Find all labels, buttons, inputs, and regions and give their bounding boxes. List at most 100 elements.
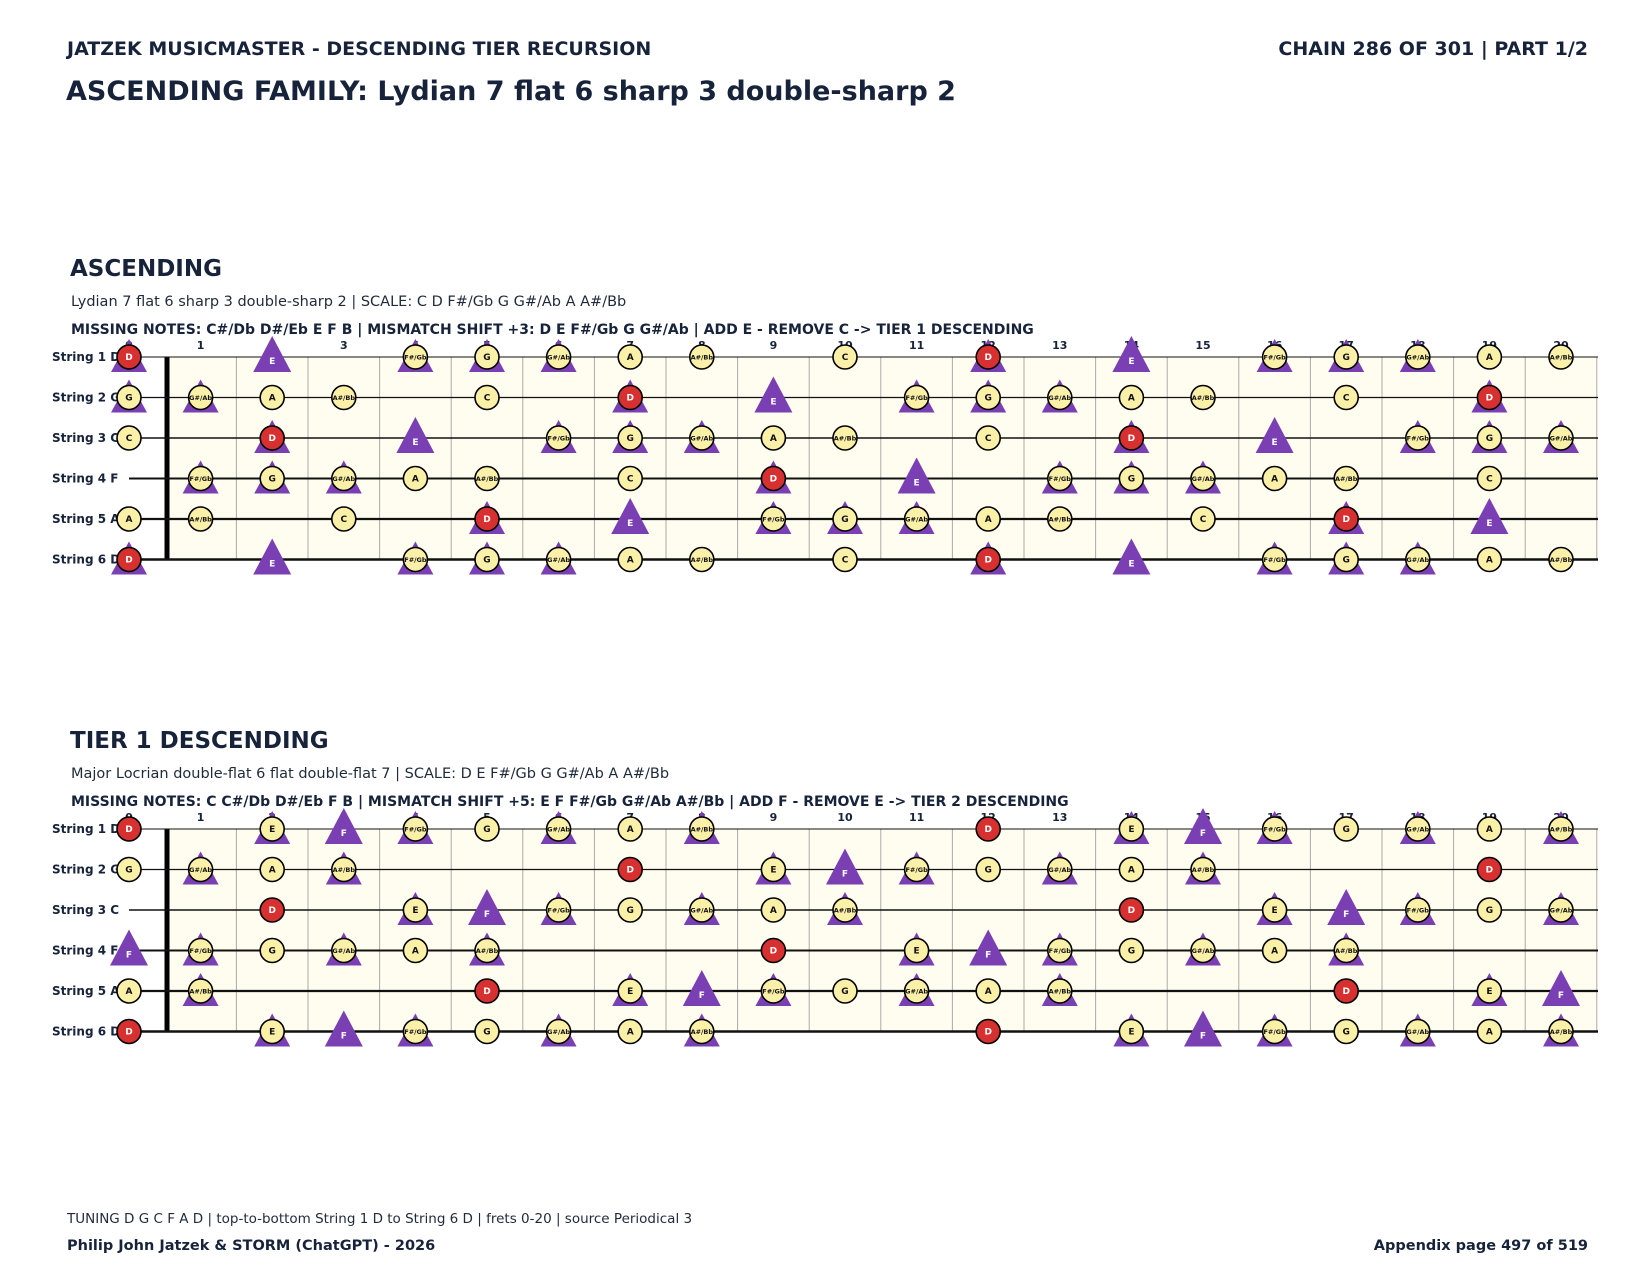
note-label: F#/Gb (404, 353, 427, 361)
note-label: C (985, 434, 992, 444)
note-label: C (126, 434, 133, 444)
note-label: G#/Ab (1406, 825, 1429, 833)
note-marker-asharp-bb (1548, 1018, 1574, 1045)
note-label: A (1271, 475, 1278, 485)
note-marker-gsharp-ab (903, 978, 930, 1004)
root-note-marker-d (760, 465, 787, 492)
footer-page-number: Appendix page 497 of 519 (1373, 1238, 1588, 1254)
note-marker-a (1118, 856, 1145, 883)
note-marker-c (116, 425, 142, 451)
note-marker-gsharp-ab (688, 897, 715, 923)
note-marker-g (617, 897, 644, 923)
note-label: A#/Bb (189, 987, 212, 995)
added-note-label: F (1343, 910, 1349, 920)
note-marker-c (1333, 384, 1359, 411)
string-label-3: String 3 C (52, 903, 119, 917)
note-label: G#/Ab (189, 394, 212, 402)
note-label: D (1486, 394, 1493, 404)
note-label: G#/Ab (1406, 353, 1429, 361)
note-marker-asharp-bb (1548, 816, 1574, 842)
note-label: G (1343, 1028, 1350, 1038)
added-note-label: E (269, 560, 275, 570)
note-label: A (627, 1028, 634, 1038)
note-label: G (483, 353, 490, 363)
added-note-triangle (1184, 1010, 1222, 1047)
note-marker-asharp-bb (832, 897, 858, 923)
note-label: D (984, 556, 991, 566)
note-label: A#/Bb (1049, 987, 1072, 995)
chain-part-label: CHAIN 286 OF 301 | PART 1/2 (1278, 38, 1588, 60)
note-label: G (627, 434, 634, 444)
added-note-label: F (1558, 991, 1564, 1001)
note-label: D (984, 1028, 991, 1038)
note-label: G#/Ab (1192, 947, 1215, 955)
note-label: A (985, 515, 992, 525)
note-marker-g (1118, 465, 1145, 492)
note-marker-asharp-bb (1190, 384, 1216, 411)
note-marker-g (474, 546, 500, 573)
note-marker-c (832, 546, 858, 573)
note-label: A (269, 394, 276, 404)
note-label: A (1128, 394, 1135, 404)
note-label: A#/Bb (1550, 353, 1573, 361)
footer-author: Philip John Jatzek & STORM (ChatGPT) - 2… (67, 1238, 436, 1254)
note-marker-gsharp-ab (1405, 344, 1431, 370)
document-header: JATZEK MUSICMASTER - DESCENDING TIER REC… (67, 38, 652, 60)
added-note-label: E (1128, 560, 1134, 570)
note-marker-a (1261, 937, 1288, 964)
section-description-ascending: Lydian 7 flat 6 sharp 3 double-sharp 2 |… (71, 294, 627, 310)
added-note-triangle (396, 417, 435, 453)
note-marker-c (1476, 465, 1503, 492)
note-marker-gsharp-ab (1405, 1018, 1431, 1045)
note-label: G#/Ab (547, 556, 570, 564)
note-marker-fsharp-gb (760, 506, 787, 532)
fret-number-1: 1 (197, 339, 205, 352)
root-note-marker-d (259, 897, 286, 923)
note-label: A (627, 353, 634, 363)
note-marker-gsharp-ab (1190, 937, 1216, 964)
note-marker-a (617, 546, 644, 573)
note-marker-asharp-bb (688, 816, 715, 842)
note-label: G#/Ab (1406, 1028, 1429, 1036)
added-note-triangle (253, 538, 292, 575)
fret-number-1: 1 (197, 811, 205, 824)
root-note-marker-d (617, 384, 644, 411)
page-title: ASCENDING FAMILY: Lydian 7 flat 6 sharp … (66, 76, 956, 107)
note-label: E (1272, 906, 1278, 916)
note-label: F#/Gb (1407, 906, 1430, 914)
note-marker-fsharp-gb (1405, 897, 1431, 923)
note-label: G (627, 906, 634, 916)
note-marker-asharp-bb (1190, 856, 1216, 883)
note-label: D (626, 866, 633, 876)
string-label-5: String 5 A (52, 984, 120, 998)
note-label: G#/Ab (332, 475, 355, 483)
note-marker-g (1333, 546, 1359, 573)
note-label: G (1128, 475, 1135, 485)
note-label: A#/Bb (1049, 515, 1072, 523)
note-label: A (627, 556, 634, 566)
note-label: D (1128, 434, 1135, 444)
fret-number-13: 13 (1052, 339, 1067, 352)
note-marker-asharp-bb (1047, 978, 1073, 1004)
note-label: A (1486, 353, 1493, 363)
note-marker-g (1333, 1018, 1359, 1045)
note-marker-gsharp-ab (330, 937, 357, 964)
note-marker-g (1476, 425, 1503, 451)
note-label: A (126, 515, 133, 525)
added-note-triangle (969, 929, 1008, 966)
note-marker-a (617, 344, 644, 370)
note-label: A#/Bb (691, 353, 714, 361)
note-marker-fsharp-gb (1261, 1018, 1288, 1045)
added-note-label: F (341, 829, 347, 839)
note-marker-c (975, 425, 1002, 451)
note-marker-c (474, 384, 500, 411)
note-marker-a (1476, 1018, 1503, 1045)
fret-number-9: 9 (770, 811, 778, 824)
note-marker-fsharp-gb (903, 856, 930, 883)
note-marker-asharp-bb (474, 937, 500, 964)
fret-number-3: 3 (340, 339, 348, 352)
note-marker-a (116, 978, 142, 1004)
note-marker-asharp-bb (1333, 465, 1359, 492)
note-marker-g (259, 937, 286, 964)
note-marker-gsharp-ab (1190, 465, 1216, 492)
